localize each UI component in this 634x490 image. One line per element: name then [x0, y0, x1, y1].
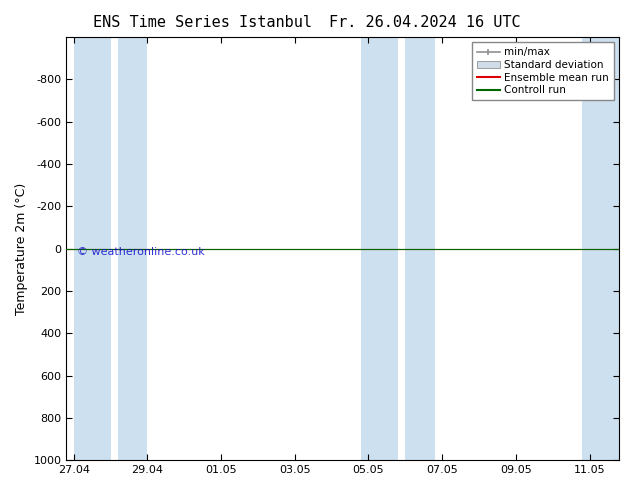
Y-axis label: Temperature 2m (°C): Temperature 2m (°C) — [15, 182, 28, 315]
Bar — [582, 37, 619, 460]
Text: ENS Time Series Istanbul: ENS Time Series Istanbul — [93, 15, 313, 30]
Bar — [405, 37, 435, 460]
Bar — [118, 37, 148, 460]
Bar — [361, 37, 398, 460]
Legend: min/max, Standard deviation, Ensemble mean run, Controll run: min/max, Standard deviation, Ensemble me… — [472, 42, 614, 100]
Text: Fr. 26.04.2024 16 UTC: Fr. 26.04.2024 16 UTC — [329, 15, 521, 30]
Bar — [74, 37, 110, 460]
Text: © weatheronline.co.uk: © weatheronline.co.uk — [77, 246, 205, 257]
